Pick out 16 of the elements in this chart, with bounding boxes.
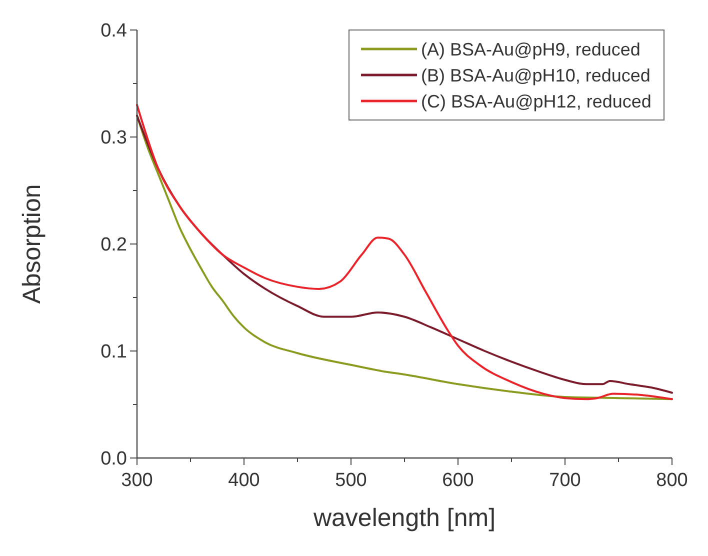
x-tick-label: 700 — [549, 470, 581, 491]
legend-label: (C) BSA-Au@pH12, reduced — [421, 91, 652, 112]
legend-label: (A) BSA-Au@pH9, reduced — [421, 39, 640, 60]
legend-label: (B) BSA-Au@pH10, reduced — [421, 65, 650, 86]
y-tick-label: 0.3 — [100, 128, 127, 149]
y-tick-label: 0.0 — [100, 448, 127, 470]
x-tick-label: 800 — [656, 470, 688, 491]
x-axis-title: wavelength [nm] — [312, 504, 496, 532]
y-tick-label: 0.1 — [100, 342, 127, 363]
y-tick-label: 0.2 — [100, 234, 127, 256]
x-tick-label: 600 — [442, 470, 474, 491]
x-tick-label: 400 — [228, 470, 260, 491]
y-tick-label: 0.4 — [100, 20, 128, 42]
y-axis-title: Absorption — [18, 184, 46, 304]
x-tick-label: 500 — [335, 470, 367, 491]
x-tick-label: 300 — [121, 470, 153, 491]
